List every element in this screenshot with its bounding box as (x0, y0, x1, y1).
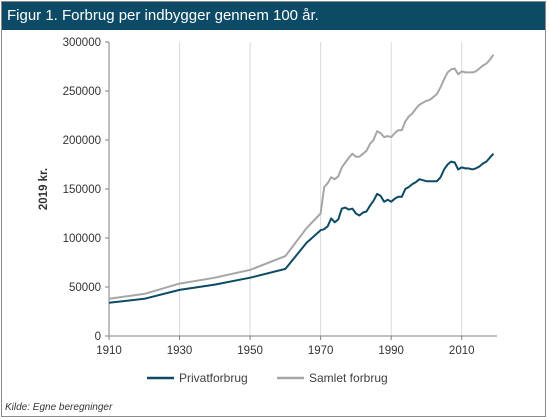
y-tick-label-100000: 100000 (63, 233, 101, 245)
y-tick-label-0: 0 (95, 331, 101, 343)
figure-title-bar: Figur 1. Forbrug per indbygger gennem 10… (2, 2, 545, 30)
series-line-samlet-forbrug (108, 54, 495, 300)
y-tick-label-150000: 150000 (63, 184, 101, 196)
legend-label-samlet-forbrug: Samlet forbrug (309, 371, 388, 385)
series-lines (108, 54, 495, 304)
x-tick-label-1970: 1970 (308, 345, 334, 357)
y-tick-label-300000: 300000 (63, 37, 101, 49)
x-tick-label-1990: 1990 (378, 345, 404, 357)
y-tick-label-200000: 200000 (63, 135, 101, 147)
figure-title: Figur 1. Forbrug per indbygger gennem 10… (7, 7, 319, 24)
x-tick-label-1950: 1950 (237, 345, 263, 357)
x-tick-label-1930: 1930 (167, 345, 193, 357)
y-tick-label-250000: 250000 (63, 86, 101, 98)
y-tick-label-50000: 50000 (69, 282, 101, 294)
axes (105, 41, 497, 340)
source-note: Kilde: Egne beregninger (5, 402, 113, 413)
vertical-gridlines (179, 42, 463, 336)
series-line-privatforbrug (108, 153, 495, 304)
tick-labels: 1910 1930 1950 1970 1990 2010 0 50000 100000 1500… (63, 37, 475, 357)
x-tick-label-2010: 2010 (449, 345, 475, 357)
legend-label-privatforbrug: Privatforbrug (179, 371, 248, 385)
legend: Privatforbrug Samlet forbrug (147, 371, 388, 385)
y-axis-label: 2019 kr. (38, 168, 50, 210)
x-tick-label-1910: 1910 (96, 345, 122, 357)
